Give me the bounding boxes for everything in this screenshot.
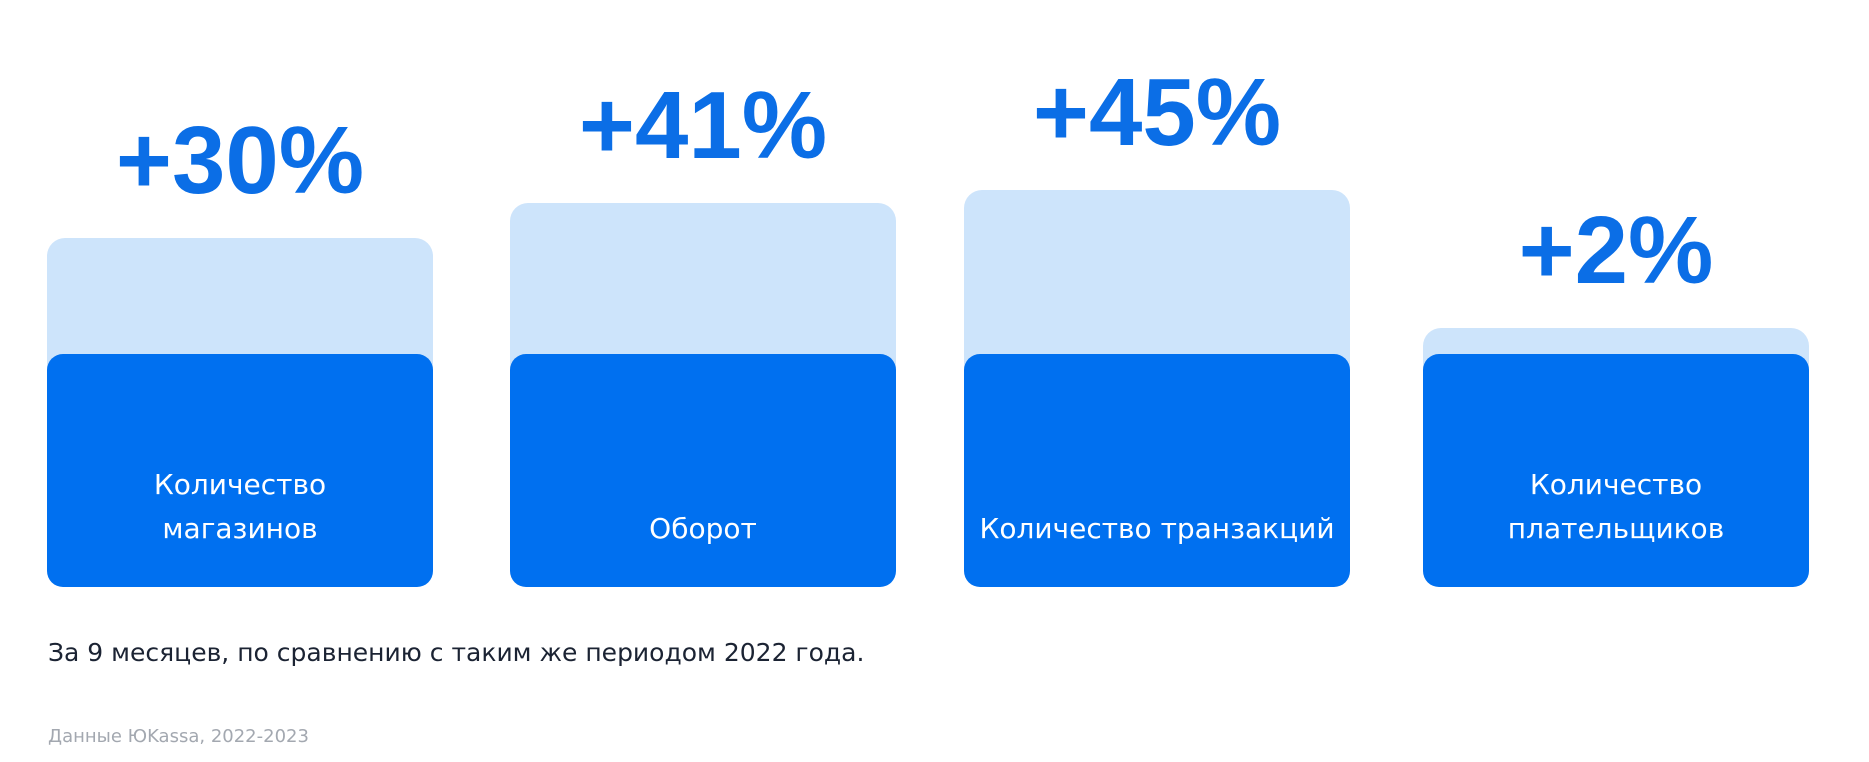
bar-base: Количество плательщиков — [1423, 354, 1809, 587]
value-label: +45% — [1032, 59, 1282, 166]
category-label: Оборот — [649, 512, 757, 545]
growth-bar — [510, 202, 896, 374]
value-label: +30% — [115, 107, 365, 214]
source: Данные ЮKassa, 2022-2023 — [48, 726, 309, 747]
bar-base: Количество транзакций — [964, 354, 1350, 587]
category-label: Количество транзакций — [979, 512, 1335, 545]
value-label: +41% — [578, 71, 828, 179]
footnote: За 9 месяцев, по сравнению с таким же пе… — [48, 638, 865, 667]
bar-base: Оборот — [510, 354, 896, 587]
value-label: +2% — [1518, 196, 1714, 304]
bar-base: Количество магазинов — [47, 354, 433, 587]
growth-bar — [964, 190, 1350, 374]
growth-bar — [47, 238, 433, 374]
category-label: Количество плательщиков — [1507, 468, 1725, 545]
category-label: Количество магазинов — [153, 468, 327, 545]
